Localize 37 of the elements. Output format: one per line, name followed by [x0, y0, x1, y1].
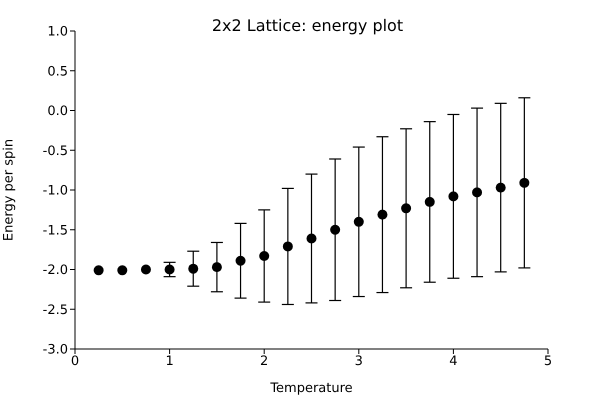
point	[212, 262, 222, 272]
x-tick-label: 5	[544, 354, 552, 370]
x-tick-label: 4	[449, 354, 458, 370]
y-tick-label: -3.0	[42, 342, 68, 358]
point	[424, 196, 435, 207]
y-tick-label: -1.0	[42, 184, 68, 199]
x-tick-label: 2	[260, 354, 268, 370]
point	[401, 203, 412, 214]
point	[188, 264, 198, 274]
y-tick-label: -2.5	[42, 302, 68, 318]
point	[306, 233, 316, 244]
point	[164, 264, 175, 274]
point	[496, 182, 506, 193]
x-tick-label: 0	[70, 354, 80, 370]
point	[259, 250, 270, 261]
x-tick-label: 1	[165, 354, 174, 370]
point	[236, 256, 246, 266]
point	[282, 241, 293, 252]
y-tick-label: 0.5	[47, 64, 68, 80]
y-tick-label: 1.0	[47, 24, 68, 40]
point	[448, 191, 458, 202]
point	[94, 265, 104, 276]
point	[140, 264, 151, 274]
x-tick-label: 3	[354, 354, 363, 370]
point	[354, 216, 364, 227]
x-axis-title: Temperature	[269, 381, 353, 396]
point	[377, 210, 388, 220]
y-tick-label: 0.0	[47, 104, 68, 120]
y-tick-label: -2.0	[42, 263, 68, 278]
y-tick-label: -1.5	[42, 223, 68, 238]
point	[519, 178, 530, 188]
y-axis-title: Energy per spin	[2, 138, 17, 242]
chart-title: 2x2 Lattice: energy plot	[210, 16, 404, 35]
point	[117, 265, 128, 276]
point	[330, 224, 340, 235]
point	[472, 187, 482, 198]
y-tick-label: -0.5	[42, 144, 68, 159]
